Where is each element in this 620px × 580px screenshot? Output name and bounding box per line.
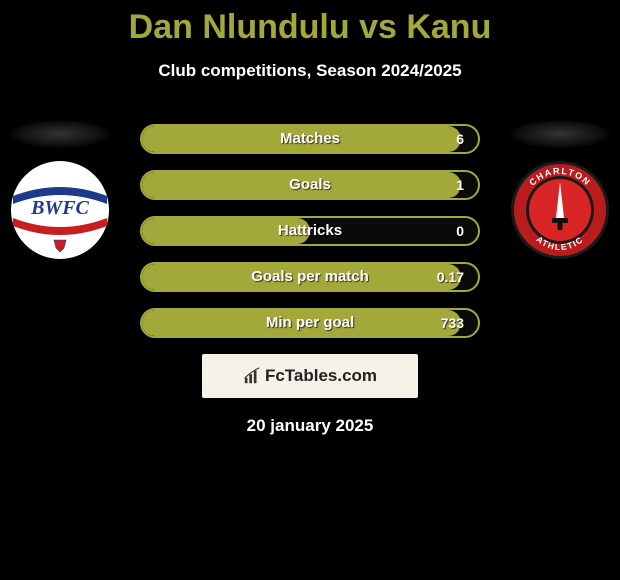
page-title: Dan Nlundulu vs Kanu xyxy=(0,0,620,47)
stat-label: Goals per match xyxy=(142,264,478,290)
watermark-text: FcTables.com xyxy=(265,366,377,386)
stat-row-hattricks: Hattricks 0 xyxy=(140,216,480,246)
date-label: 20 january 2025 xyxy=(140,416,480,436)
stat-right-value: 733 xyxy=(441,310,464,336)
stat-row-goals: Goals 1 xyxy=(140,170,480,200)
bar-chart-icon xyxy=(243,367,261,385)
stat-row-matches: Matches 6 xyxy=(140,124,480,154)
stat-right-value: 0 xyxy=(456,218,464,244)
stat-row-mpg: Min per goal 733 xyxy=(140,308,480,338)
badge-shadow xyxy=(10,120,110,148)
subtitle: Club competitions, Season 2024/2025 xyxy=(0,61,620,81)
team-badge-left: BWFC xyxy=(0,120,120,260)
stat-label: Goals xyxy=(142,172,478,198)
stat-right-value: 0.17 xyxy=(437,264,464,290)
badge-bwfc: BWFC xyxy=(10,160,110,260)
badge-shadow xyxy=(510,120,610,148)
stat-label: Hattricks xyxy=(142,218,478,244)
team-badge-right: CHARLTON ATHLETIC xyxy=(500,120,620,260)
stat-right-value: 1 xyxy=(456,172,464,198)
stats-container: Matches 6 Goals 1 Hattricks 0 Goals per … xyxy=(140,124,480,436)
watermark: FcTables.com xyxy=(202,354,418,398)
stat-right-value: 6 xyxy=(456,126,464,152)
badge-charlton: CHARLTON ATHLETIC xyxy=(510,160,610,260)
bwfc-crest-icon: BWFC xyxy=(10,160,110,260)
svg-text:BWFC: BWFC xyxy=(30,197,89,219)
stat-row-gpm: Goals per match 0.17 xyxy=(140,262,480,292)
charlton-crest-icon: CHARLTON ATHLETIC xyxy=(510,160,610,260)
stat-label: Matches xyxy=(142,126,478,152)
stat-label: Min per goal xyxy=(142,310,478,336)
